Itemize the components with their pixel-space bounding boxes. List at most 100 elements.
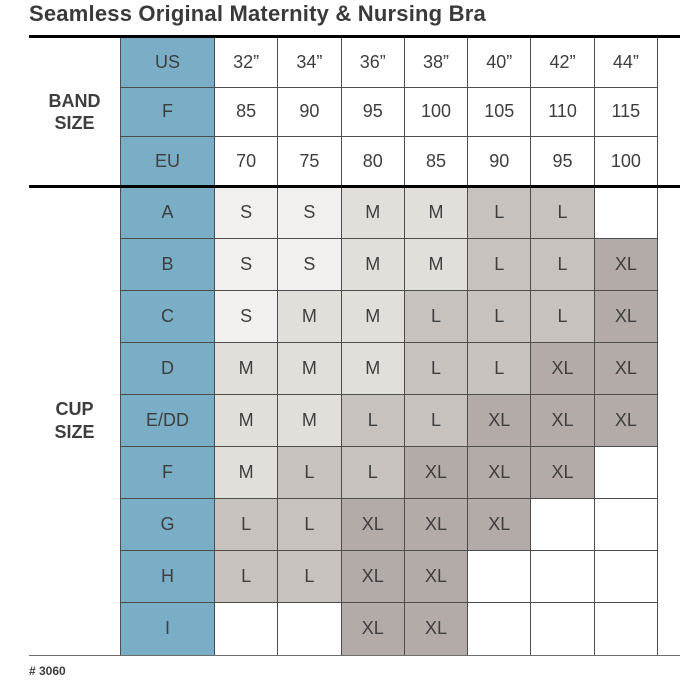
cup-cell bbox=[468, 602, 532, 655]
cup-cell bbox=[531, 602, 595, 655]
cup-cell: XL bbox=[468, 446, 532, 499]
band-cell: 85 bbox=[215, 87, 279, 138]
band-row-header: F bbox=[120, 87, 215, 138]
cup-cell: XL bbox=[531, 342, 595, 395]
cup-cell: XL bbox=[531, 446, 595, 499]
cup-cell: M bbox=[341, 290, 405, 343]
band-cell: 95 bbox=[531, 137, 595, 187]
cup-cell: S bbox=[278, 186, 342, 239]
cup-row-header: E/DD bbox=[120, 394, 215, 447]
cup-row-header: F bbox=[120, 446, 215, 499]
band-cell: 38” bbox=[404, 38, 469, 88]
cup-cell: XL bbox=[404, 498, 469, 551]
cup-cell: XL bbox=[404, 602, 469, 655]
cup-cell: M bbox=[278, 342, 342, 395]
cup-row-header: A bbox=[120, 186, 215, 239]
cup-row-header: I bbox=[120, 602, 215, 655]
cup-cell: L bbox=[215, 498, 279, 551]
cup-cell: L bbox=[468, 342, 532, 395]
cup-cell bbox=[594, 498, 658, 551]
band-cell: 105 bbox=[468, 87, 532, 138]
cup-cell: XL bbox=[404, 446, 469, 499]
cup-row-header: C bbox=[120, 290, 215, 343]
cup-cell: S bbox=[215, 238, 279, 291]
cup-cell: S bbox=[278, 238, 342, 291]
cup-cell: XL bbox=[594, 394, 658, 447]
band-cell: 70 bbox=[215, 137, 279, 187]
cup-cell bbox=[468, 550, 532, 603]
cup-cell: L bbox=[468, 290, 532, 343]
cup-cell: M bbox=[341, 238, 405, 291]
cup-cell: S bbox=[215, 186, 279, 239]
cup-cell: L bbox=[278, 446, 342, 499]
band-size-label: BAND SIZE bbox=[29, 38, 120, 187]
cup-cell: XL bbox=[404, 550, 469, 603]
cup-cell: XL bbox=[468, 394, 532, 447]
band-cell: 110 bbox=[531, 87, 595, 138]
band-cell: 32” bbox=[215, 38, 279, 88]
cup-cell: L bbox=[531, 290, 595, 343]
band-cell: 90 bbox=[278, 87, 342, 138]
cup-cell: L bbox=[468, 186, 532, 239]
cup-cell: M bbox=[215, 342, 279, 395]
cup-row-header: H bbox=[120, 550, 215, 603]
cup-cell: M bbox=[404, 186, 469, 239]
cup-cell: M bbox=[278, 290, 342, 343]
band-cell: 75 bbox=[278, 137, 342, 187]
cup-cell bbox=[531, 550, 595, 603]
cup-cell: M bbox=[404, 238, 469, 291]
cup-cell: XL bbox=[594, 290, 658, 343]
band-row-header: EU bbox=[120, 137, 215, 187]
band-row-header: US bbox=[120, 38, 215, 88]
cup-cell: XL bbox=[594, 238, 658, 291]
band-cell: 90 bbox=[468, 137, 532, 187]
cup-cell: L bbox=[215, 550, 279, 603]
cup-cell: L bbox=[404, 290, 469, 343]
cup-cell: L bbox=[531, 238, 595, 291]
style-number: # 3060 bbox=[29, 664, 66, 678]
cup-cell: M bbox=[215, 446, 279, 499]
band-cell: 44” bbox=[594, 38, 658, 88]
cup-cell bbox=[594, 446, 658, 499]
cup-cell: L bbox=[468, 238, 532, 291]
page-title: Seamless Original Maternity & Nursing Br… bbox=[29, 1, 486, 26]
cup-size-label: CUP SIZE bbox=[29, 186, 120, 655]
band-cell: 100 bbox=[404, 87, 469, 138]
band-cell: 36” bbox=[341, 38, 405, 88]
band-cell: 40” bbox=[468, 38, 532, 88]
cup-cell: L bbox=[341, 446, 405, 499]
band-cell: 80 bbox=[341, 137, 405, 187]
cup-cell bbox=[594, 602, 658, 655]
cup-cell: XL bbox=[468, 498, 532, 551]
size-chart-table: BAND SIZE US 32” 34” 36” 38” 40” 42” 44” F 85 90 95 1… bbox=[29, 38, 658, 655]
cup-cell: M bbox=[215, 394, 279, 447]
band-cell: 85 bbox=[404, 137, 469, 187]
cup-cell: M bbox=[341, 342, 405, 395]
cup-row-header: B bbox=[120, 238, 215, 291]
cup-row-header: D bbox=[120, 342, 215, 395]
cup-cell: L bbox=[531, 186, 595, 239]
band-cell: 95 bbox=[341, 87, 405, 138]
cup-cell: L bbox=[404, 394, 469, 447]
cup-cell: M bbox=[341, 186, 405, 239]
band-cell: 115 bbox=[594, 87, 658, 138]
cup-cell: XL bbox=[341, 602, 405, 655]
band-cell: 100 bbox=[594, 137, 658, 187]
cup-cell: L bbox=[404, 342, 469, 395]
cup-cell: XL bbox=[594, 342, 658, 395]
cup-cell bbox=[594, 550, 658, 603]
cup-cell bbox=[278, 602, 342, 655]
cup-cell: XL bbox=[531, 394, 595, 447]
cup-cell: XL bbox=[341, 498, 405, 551]
band-cell: 34” bbox=[278, 38, 342, 88]
cup-cell: L bbox=[278, 550, 342, 603]
cup-cell: L bbox=[341, 394, 405, 447]
cup-cell bbox=[594, 186, 658, 239]
cup-cell bbox=[531, 498, 595, 551]
cup-cell: L bbox=[278, 498, 342, 551]
cup-row-header: G bbox=[120, 498, 215, 551]
cup-cell bbox=[215, 602, 279, 655]
section-divider bbox=[29, 185, 680, 188]
top-divider bbox=[29, 35, 680, 38]
